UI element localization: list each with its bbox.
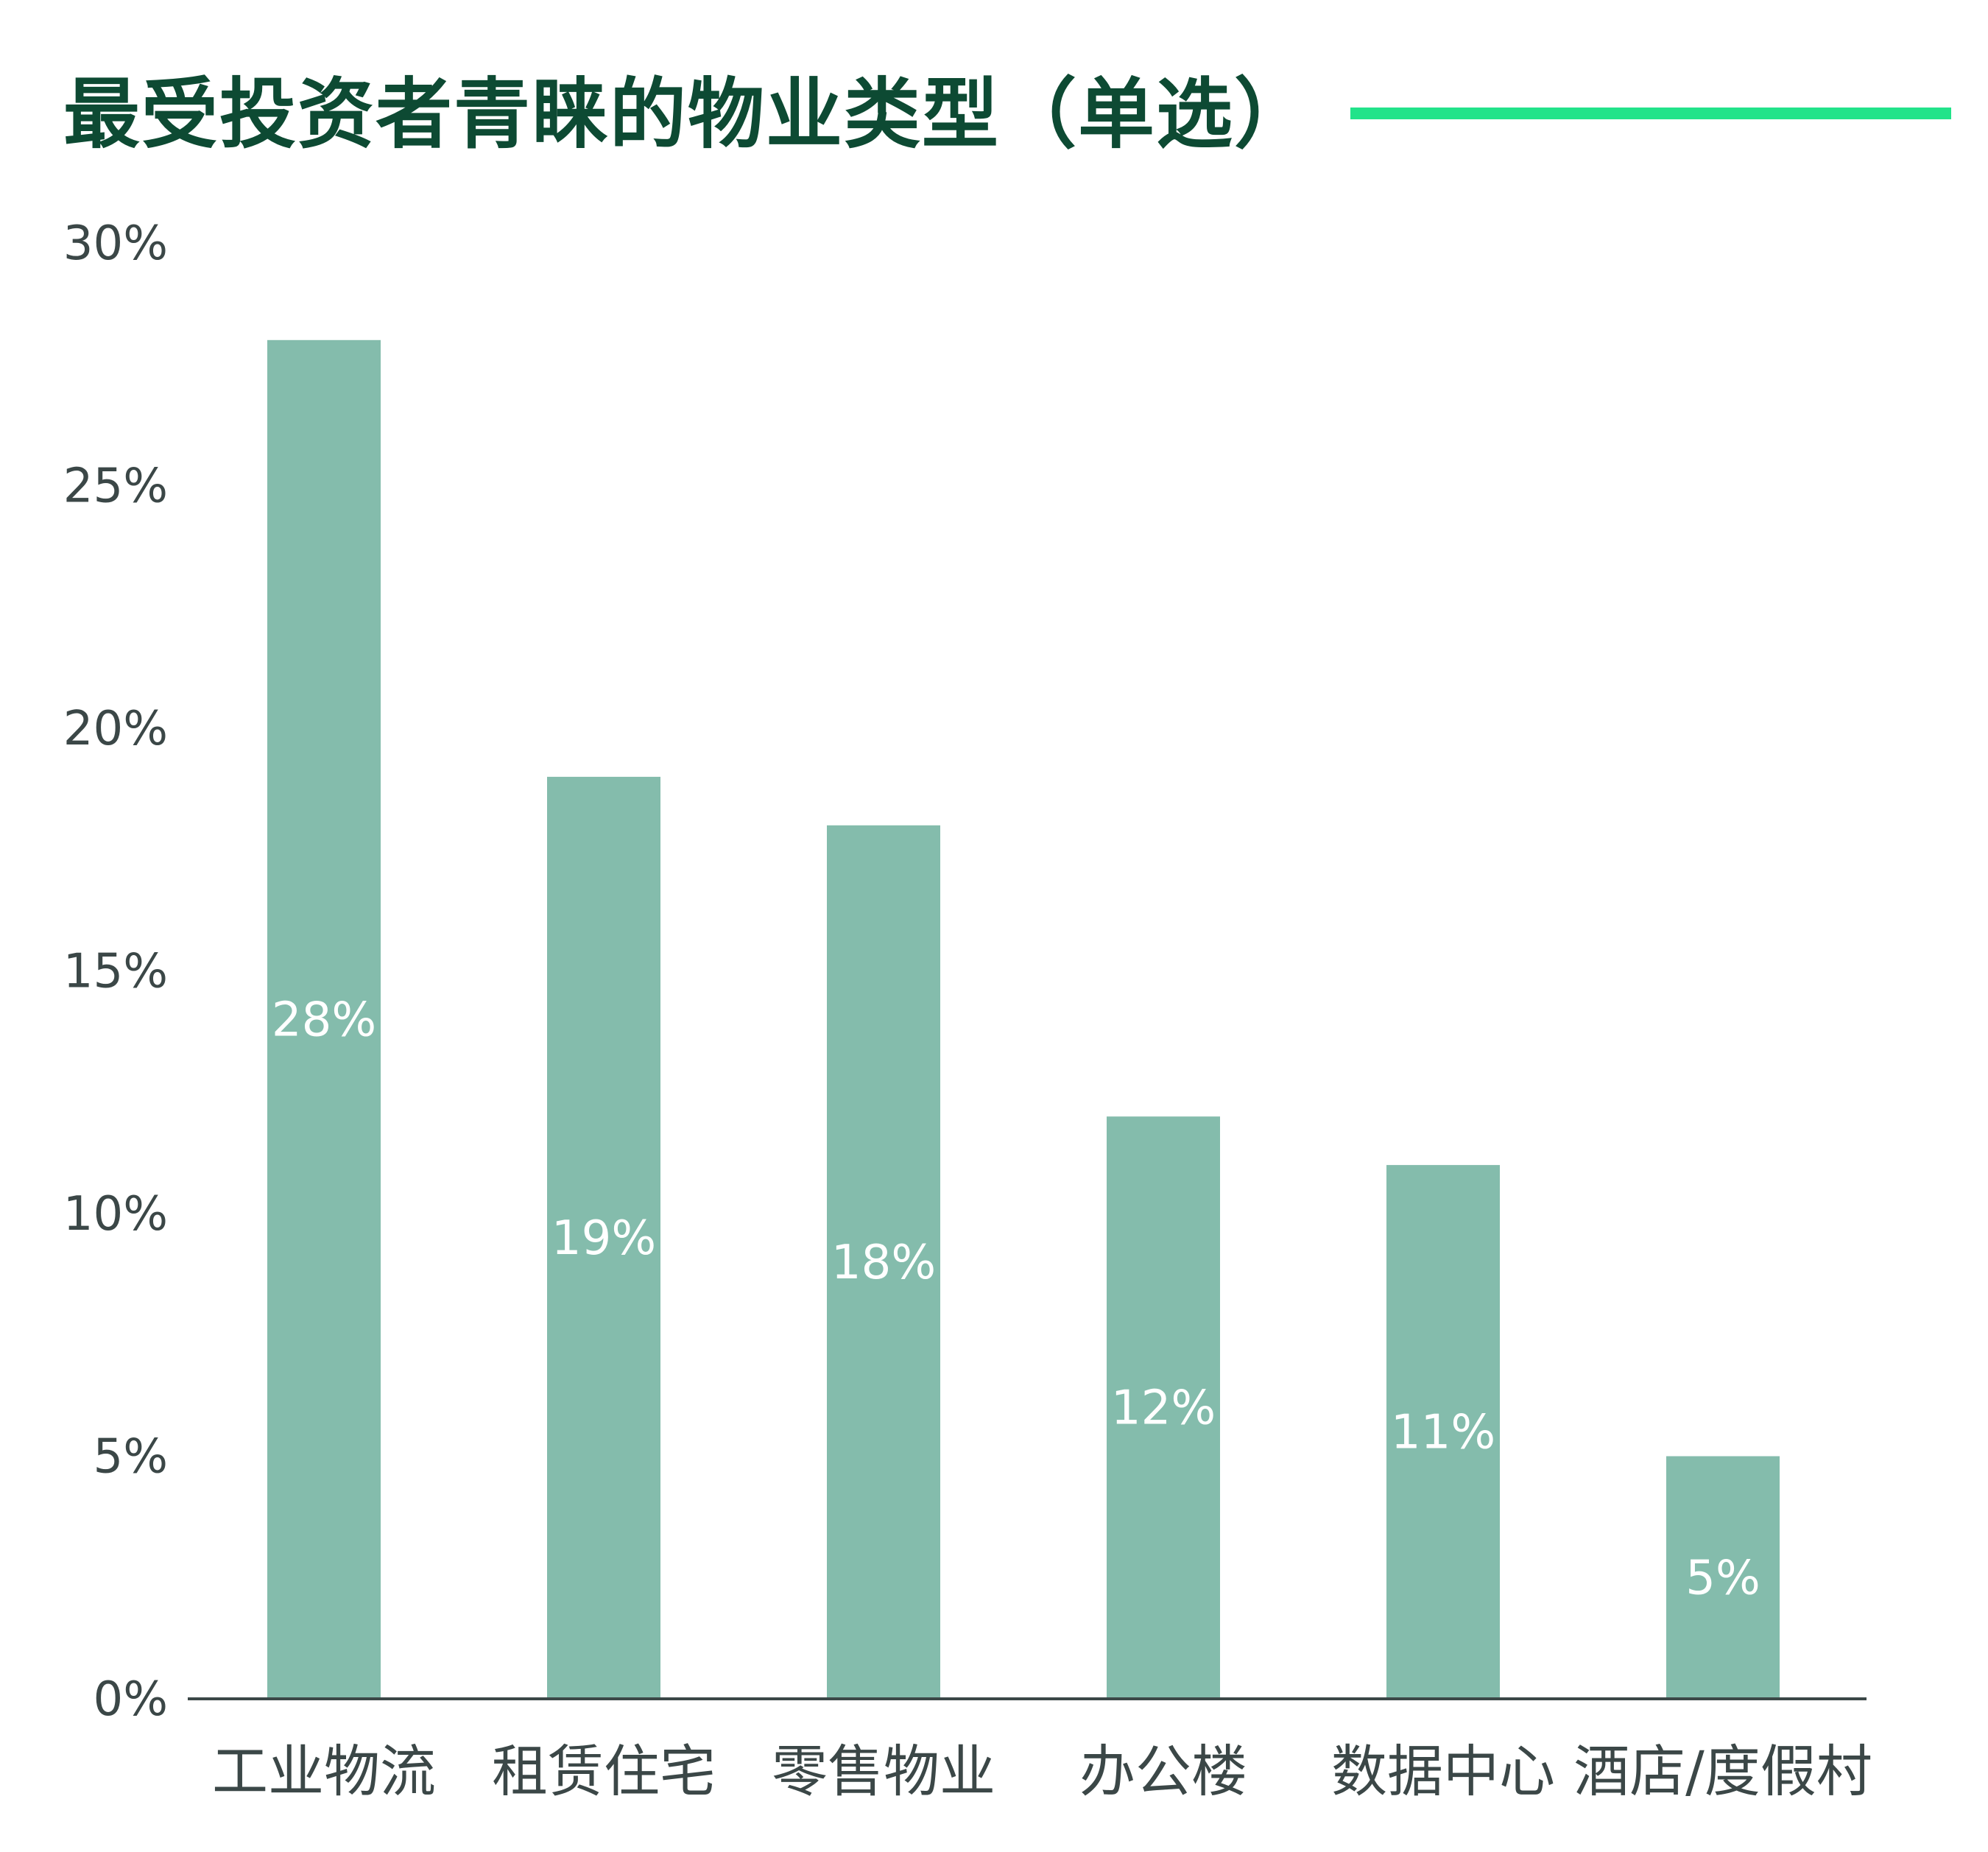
data-label: 12% bbox=[1111, 1381, 1216, 1436]
bar bbox=[1107, 1116, 1220, 1699]
y-tick-label: 5% bbox=[93, 1430, 168, 1485]
data-label: 18% bbox=[831, 1236, 936, 1290]
bar bbox=[1666, 1456, 1780, 1699]
category-label: 租赁住宅 bbox=[492, 1739, 716, 1804]
bars bbox=[267, 339, 1780, 1699]
category-label: 零售物业 bbox=[772, 1739, 995, 1804]
y-tick-label: 10% bbox=[63, 1187, 168, 1242]
bar bbox=[547, 776, 660, 1699]
chart-title: 最受投资者青睐的物业类型（单选） bbox=[63, 69, 1313, 159]
category-label: 工业物流 bbox=[212, 1739, 436, 1804]
y-axis-ticks: 0% 5% 10% 15% 20% 25% 30% bbox=[63, 216, 168, 1727]
bar bbox=[267, 339, 381, 1699]
y-tick-label: 0% bbox=[93, 1672, 168, 1727]
y-tick-label: 20% bbox=[63, 702, 168, 756]
data-label: 11% bbox=[1391, 1406, 1495, 1460]
category-labels: 工业物流 租赁住宅 零售物业 办公楼 数据中心 酒店/度假村 bbox=[212, 1739, 1872, 1804]
title-accent-line bbox=[1350, 108, 1951, 119]
bar bbox=[1386, 1165, 1500, 1699]
data-label: 5% bbox=[1685, 1551, 1760, 1605]
y-tick-label: 30% bbox=[63, 216, 168, 271]
y-tick-label: 25% bbox=[63, 460, 168, 514]
y-tick-label: 15% bbox=[63, 945, 168, 999]
category-label: 数据中心 bbox=[1331, 1739, 1555, 1804]
data-label: 28% bbox=[272, 993, 376, 1047]
data-labels: 28% 19% 18% 12% 11% 5% bbox=[272, 993, 1760, 1605]
data-label: 19% bbox=[551, 1211, 656, 1266]
category-label: 酒店/度假村 bbox=[1573, 1739, 1872, 1804]
bar bbox=[827, 825, 940, 1699]
category-label: 办公楼 bbox=[1079, 1739, 1247, 1804]
